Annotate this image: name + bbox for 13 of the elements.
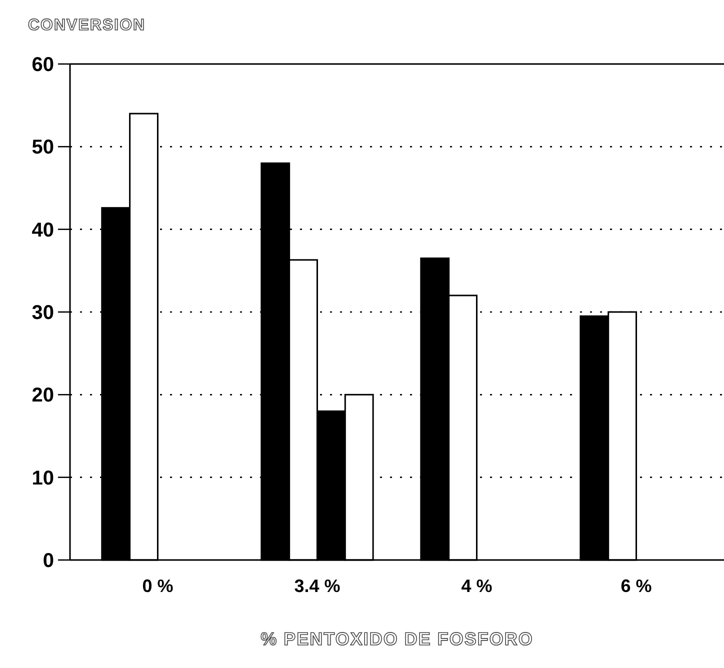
y-tick-label: 30 (32, 302, 54, 324)
x-tick-label: 0 % (142, 576, 174, 596)
y-tick-label: 20 (32, 384, 54, 407)
x-tick-label: 4 % (461, 576, 492, 596)
y-tick-label: 0 (42, 550, 54, 572)
x-tick-label: 6 % (620, 576, 652, 596)
chart-title: CONVERSION (28, 17, 146, 34)
x-axis-title: % PENTOXIDO DE FOSFORO (260, 629, 534, 649)
y-tick-label: 60 (32, 54, 54, 76)
y-tick-label: 40 (32, 219, 54, 242)
y-tick-label: 10 (32, 467, 54, 490)
y-tick-label: 50 (32, 136, 54, 159)
x-tick-label: 3.4 % (294, 576, 340, 596)
